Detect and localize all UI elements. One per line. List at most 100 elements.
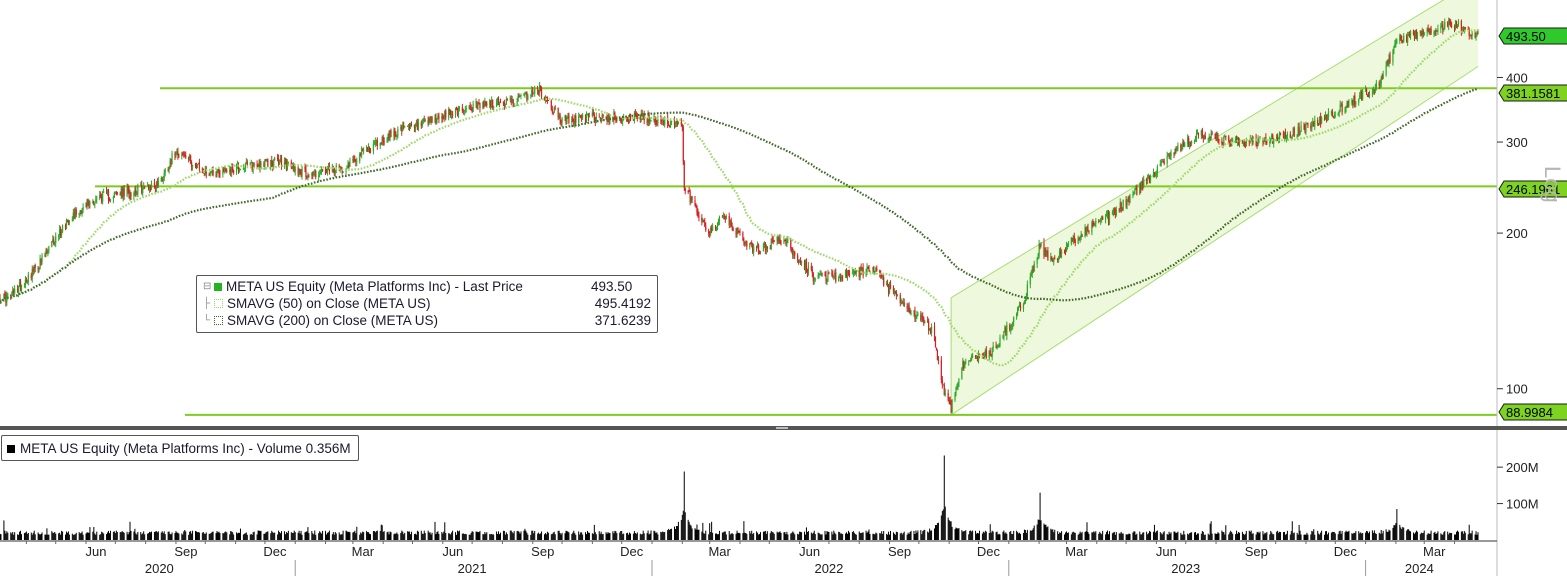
candle-body bbox=[757, 245, 760, 251]
volume-bar bbox=[511, 532, 513, 540]
volume-bar bbox=[1416, 531, 1418, 540]
candle-body bbox=[702, 220, 704, 222]
candle-body bbox=[626, 118, 629, 120]
volume-bar bbox=[633, 531, 635, 540]
volume-bar bbox=[464, 533, 466, 540]
volume-bar bbox=[976, 533, 978, 540]
candle-body bbox=[1224, 135, 1226, 137]
candle-body bbox=[1324, 115, 1327, 120]
volume-bar bbox=[1474, 534, 1476, 540]
volume-bar bbox=[677, 521, 679, 540]
candle-body bbox=[497, 98, 500, 106]
candle-body bbox=[874, 271, 876, 273]
candle-body bbox=[1066, 244, 1069, 247]
volume-bar bbox=[468, 534, 470, 540]
volume-bar bbox=[12, 531, 14, 540]
volume-bar bbox=[196, 532, 198, 540]
volume-bar bbox=[847, 530, 849, 540]
candle-body bbox=[924, 320, 926, 323]
volume-bar bbox=[1333, 532, 1335, 540]
candle-body bbox=[126, 187, 128, 196]
candle-body bbox=[1389, 55, 1391, 63]
candle-body bbox=[677, 121, 679, 125]
volume-bar bbox=[639, 533, 641, 540]
volume-bar bbox=[998, 533, 1000, 540]
volume-bar bbox=[1147, 534, 1149, 540]
candle-body bbox=[53, 239, 55, 245]
volume-bar bbox=[1191, 532, 1193, 540]
candle-body bbox=[267, 159, 269, 167]
candle-body bbox=[140, 184, 142, 186]
volume-bar bbox=[47, 534, 49, 540]
candle-body bbox=[722, 216, 724, 218]
legend-value: 371.6239 bbox=[594, 313, 651, 328]
candle-body bbox=[491, 99, 493, 107]
candle-body bbox=[1155, 173, 1157, 175]
candle-body bbox=[753, 246, 755, 253]
volume-bar bbox=[1173, 531, 1175, 540]
candle-body bbox=[1211, 133, 1213, 135]
candle-body bbox=[1010, 328, 1012, 330]
candle-body bbox=[504, 103, 506, 106]
volume-bar bbox=[627, 532, 629, 540]
candle-body bbox=[414, 123, 417, 129]
candle-body bbox=[571, 117, 573, 123]
volume-bar bbox=[743, 521, 745, 540]
candle-body bbox=[224, 169, 226, 171]
candle-body bbox=[1033, 263, 1035, 272]
volume-bar bbox=[1307, 534, 1309, 540]
volume-bar bbox=[201, 532, 203, 540]
volume-bar bbox=[1403, 527, 1405, 540]
volume-bar bbox=[88, 532, 90, 540]
volume-bar bbox=[564, 533, 566, 540]
candle-body bbox=[696, 205, 698, 213]
volume-bar bbox=[273, 532, 275, 540]
volume-bar bbox=[1065, 531, 1067, 540]
candle-body bbox=[620, 118, 622, 121]
candle-body bbox=[1443, 27, 1445, 30]
candle-body bbox=[54, 243, 56, 245]
candle-body bbox=[389, 130, 391, 140]
volume-bar bbox=[1050, 528, 1052, 540]
candle-body bbox=[803, 261, 806, 270]
volume-bar bbox=[449, 533, 451, 540]
volume-bar bbox=[147, 533, 149, 540]
candle-body bbox=[623, 116, 625, 120]
volume-bar bbox=[923, 530, 925, 540]
candle-body bbox=[129, 193, 131, 197]
volume-bar bbox=[1269, 534, 1271, 540]
candle-body bbox=[417, 122, 419, 130]
volume-bar bbox=[177, 532, 179, 540]
candle-body bbox=[909, 311, 911, 314]
volume-bar bbox=[846, 532, 848, 540]
candle-body bbox=[1026, 284, 1028, 297]
candle-body bbox=[1277, 135, 1279, 141]
candle-body bbox=[1427, 28, 1429, 31]
candle-body bbox=[805, 262, 808, 270]
candle-body bbox=[988, 350, 990, 358]
x-month-label: Dec bbox=[620, 544, 644, 559]
volume-bar bbox=[236, 532, 238, 540]
candle-body bbox=[616, 119, 618, 121]
volume-bar bbox=[622, 534, 624, 540]
candle-body bbox=[1396, 40, 1398, 42]
candle-body bbox=[486, 103, 488, 106]
candle-body bbox=[143, 185, 145, 187]
legend-row-last-price: ⊟ META US Equity (Meta Platforms Inc) - L… bbox=[203, 278, 651, 295]
candle-body bbox=[468, 105, 470, 109]
candlesticks bbox=[0, 17, 1479, 414]
volume-bar bbox=[1032, 528, 1034, 540]
candle-body bbox=[661, 120, 663, 122]
candle-body bbox=[1456, 23, 1459, 28]
candle-body bbox=[19, 282, 22, 291]
candle-body bbox=[1325, 115, 1328, 119]
candle-body bbox=[989, 350, 991, 355]
candle-body bbox=[1080, 235, 1082, 238]
volume-bar bbox=[1297, 534, 1299, 540]
volume-bar bbox=[1099, 531, 1101, 540]
volume-bar bbox=[1365, 532, 1367, 540]
candle-body bbox=[717, 221, 720, 224]
volume-bar bbox=[218, 531, 220, 540]
volume-bar bbox=[1086, 522, 1088, 540]
candle-body bbox=[1207, 138, 1209, 140]
